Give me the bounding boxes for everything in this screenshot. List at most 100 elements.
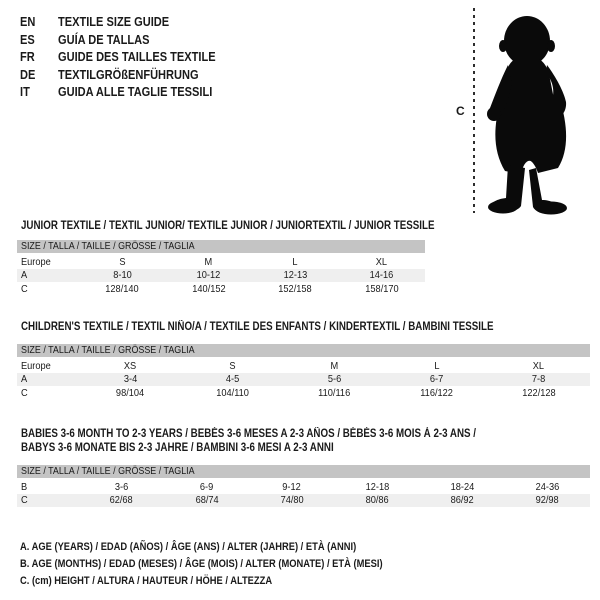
section-title-line: JUNIOR TEXTILE / TEXTIL JUNIOR/ TEXTILE … bbox=[21, 220, 435, 232]
baby-shorts bbox=[495, 107, 567, 174]
size-header-label: SIZE / TALLA / TAILLE / GRÖSSE / TAGLIA bbox=[21, 465, 195, 477]
table-cell: 6-7 bbox=[429, 373, 444, 386]
baby-foot-left bbox=[488, 200, 518, 214]
size-header-label: SIZE / TALLA / TAILLE / GRÖSSE / TAGLIA bbox=[21, 240, 195, 252]
table-cell: 6-9 bbox=[200, 480, 214, 493]
table-cell: 68/74 bbox=[195, 494, 219, 507]
language-code: DE bbox=[20, 66, 36, 82]
footnote-line: A. AGE (YEARS) / EDAD (AÑOS) / ÂGE (ANS)… bbox=[20, 541, 357, 553]
table-cell: XL bbox=[533, 359, 545, 372]
table-row: A 8-10 10-12 12-13 14-16 bbox=[17, 268, 425, 282]
size-section: JUNIOR TEXTILE / TEXTIL JUNIOR/ TEXTILE … bbox=[17, 219, 435, 296]
size-table: B 3-6 6-9 9-12 12-18 18-24 24-36 C 62/68 68/74 74/… bbox=[17, 480, 590, 507]
table-cell: 62/68 bbox=[110, 494, 134, 507]
language-title: GUIDA ALLE TAGLIE TESSILI bbox=[58, 84, 213, 100]
table-cell: 8-10 bbox=[112, 269, 132, 282]
baby-head bbox=[504, 16, 550, 66]
size-header-bar: SIZE / TALLA / TAILLE / GRÖSSE / TAGLIA bbox=[17, 465, 590, 478]
table-cell: S bbox=[119, 255, 126, 268]
table-cell: 14-16 bbox=[369, 269, 394, 282]
table-cell: XL bbox=[376, 255, 388, 268]
size-header-bar: SIZE / TALLA / TAILLE / GRÖSSE / TAGLIA bbox=[17, 344, 590, 357]
language-row: ES GUÍA DE TALLAS bbox=[20, 31, 243, 49]
section-title-line: BABIES 3-6 MONTH TO 2-3 YEARS / BEBÉS 3-… bbox=[21, 428, 477, 440]
table-cell: M bbox=[204, 255, 213, 268]
language-code: FR bbox=[20, 49, 35, 65]
table-row: Europe XS S M L XL bbox=[17, 359, 590, 373]
table-cell: 152/158 bbox=[278, 282, 312, 295]
baby-ear-left bbox=[499, 40, 507, 52]
table-cell: 116/122 bbox=[420, 386, 454, 399]
table-cell: 140/152 bbox=[192, 282, 226, 295]
table-cell: 86/92 bbox=[450, 494, 474, 507]
table-cell: 128/140 bbox=[105, 282, 139, 295]
table-cell: 12-18 bbox=[365, 480, 389, 493]
baby-ear-right bbox=[547, 40, 555, 52]
size-table: Europe XS S M L XL A 3-4 4-5 5-6 6-7 7-8 C 98/104 104/… bbox=[17, 359, 590, 400]
size-section: CHILDREN'S TEXTILE / TEXTIL NIÑO/A / TEX… bbox=[17, 320, 590, 400]
section-title: BABIES 3-6 MONTH TO 2-3 YEARS / BEBÉS 3-… bbox=[17, 427, 590, 455]
table-cell: A bbox=[21, 269, 28, 282]
height-measure-dotted-line bbox=[473, 8, 475, 213]
section-title-line: CHILDREN'S TEXTILE / TEXTIL NIÑO/A / TEX… bbox=[21, 321, 494, 333]
table-row: C 128/140 140/152 152/158 158/170 bbox=[17, 282, 425, 296]
table-cell: C bbox=[21, 282, 28, 295]
table-cell: C bbox=[21, 494, 28, 507]
table-cell: M bbox=[330, 359, 339, 372]
baby-torso bbox=[499, 56, 556, 113]
table-cell: 12-13 bbox=[283, 269, 308, 282]
table-cell: 158/170 bbox=[365, 282, 399, 295]
table-cell: S bbox=[229, 359, 236, 372]
footnotes: A. AGE (YEARS) / EDAD (AÑOS) / ÂGE (ANS)… bbox=[20, 539, 447, 590]
table-cell: 104/110 bbox=[215, 386, 249, 399]
section-title: JUNIOR TEXTILE / TEXTIL JUNIOR/ TEXTILE … bbox=[17, 219, 435, 233]
table-row: C 62/68 68/74 74/80 80/86 86/92 92/98 bbox=[17, 493, 590, 507]
size-section: BABIES 3-6 MONTH TO 2-3 YEARS / BEBÉS 3-… bbox=[17, 427, 590, 507]
table-cell: L bbox=[434, 359, 440, 372]
language-title: GUIDE DES TAILLES TEXTILE bbox=[58, 49, 216, 65]
table-row: Europe S M L XL bbox=[17, 255, 425, 269]
table-row: B 3-6 6-9 9-12 12-18 18-24 24-36 bbox=[17, 480, 590, 494]
language-code: EN bbox=[20, 14, 36, 30]
language-title: TEXTILE SIZE GUIDE bbox=[58, 14, 170, 30]
table-cell: C bbox=[21, 386, 28, 399]
language-row: DE TEXTILGRÖßENFÜHRUNG bbox=[20, 66, 243, 84]
table-cell: Europe bbox=[21, 359, 51, 372]
section-title-line: BABYS 3-6 MONATE BIS 2-3 JAHRE / BAMBINI… bbox=[21, 442, 334, 454]
table-cell: 98/104 bbox=[115, 386, 145, 399]
table-cell: 18-24 bbox=[450, 480, 475, 493]
height-measure-label: C bbox=[456, 104, 465, 118]
table-cell: 92/98 bbox=[535, 494, 559, 507]
table-cell: L bbox=[292, 255, 298, 268]
table-cell: A bbox=[21, 373, 28, 386]
language-title: GUÍA DE TALLAS bbox=[58, 31, 150, 47]
baby-fist-left bbox=[487, 107, 501, 121]
baby-arm-right bbox=[546, 65, 567, 118]
baby-foot-right bbox=[535, 201, 567, 215]
table-cell: 9-12 bbox=[282, 480, 302, 493]
table-cell: XS bbox=[123, 359, 137, 372]
section-title: CHILDREN'S TEXTILE / TEXTIL NIÑO/A / TEX… bbox=[17, 320, 590, 334]
language-row: FR GUIDE DES TAILLES TEXTILE bbox=[20, 48, 243, 66]
language-code: IT bbox=[20, 84, 30, 100]
table-cell: 122/128 bbox=[522, 386, 556, 399]
table-cell: 10-12 bbox=[196, 269, 221, 282]
table-row: A 3-4 4-5 5-6 6-7 7-8 bbox=[17, 372, 590, 386]
table-cell: B bbox=[21, 480, 28, 493]
table-cell: 24-36 bbox=[535, 480, 560, 493]
table-cell: 74/80 bbox=[280, 494, 304, 507]
table-cell: 4-5 bbox=[225, 373, 239, 386]
table-cell: 110/116 bbox=[318, 386, 351, 399]
table-cell: 5-6 bbox=[327, 373, 342, 386]
size-header-label: SIZE / TALLA / TAILLE / GRÖSSE / TAGLIA bbox=[21, 344, 195, 356]
footnote-line: C. (cm) HEIGHT / ALTURA / HAUTEUR / HÖHE… bbox=[20, 575, 273, 587]
baby-figure: C bbox=[440, 0, 600, 220]
language-list: EN TEXTILE SIZE GUIDE ES GUÍA DE TALLAS … bbox=[20, 13, 243, 101]
baby-arm-left bbox=[489, 65, 512, 119]
table-cell: Europe bbox=[21, 255, 51, 268]
table-row: C 98/104 104/110 110/116 116/122 122/128 bbox=[17, 386, 590, 400]
baby-leg-left bbox=[490, 165, 525, 213]
table-cell: 80/86 bbox=[365, 494, 389, 507]
size-header-bar: SIZE / TALLA / TAILLE / GRÖSSE / TAGLIA bbox=[17, 240, 425, 253]
language-code: ES bbox=[20, 31, 35, 47]
